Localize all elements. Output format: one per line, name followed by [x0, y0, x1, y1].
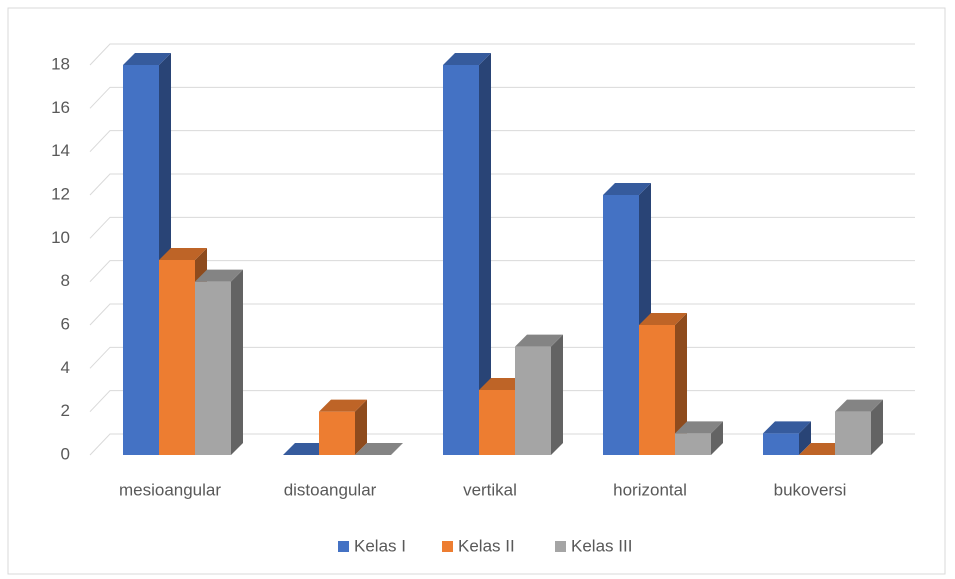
- y-tick-label: 14: [51, 141, 70, 160]
- bar-top: [319, 399, 367, 412]
- bar-top: [355, 443, 403, 455]
- bar-front: [763, 433, 799, 455]
- bar: [515, 334, 563, 455]
- legend-label: Kelas III: [571, 536, 632, 555]
- bar-top: [675, 421, 723, 434]
- bar-side: [551, 334, 563, 455]
- x-tick-label: vertikal: [463, 480, 517, 499]
- legend-swatch: [555, 541, 566, 552]
- bar-top: [195, 269, 243, 282]
- bar-top: [515, 334, 563, 347]
- legend-swatch: [442, 541, 453, 552]
- bar: [319, 399, 367, 455]
- bar-side: [799, 421, 811, 455]
- bar-top: [159, 248, 207, 260]
- y-tick-label: 4: [61, 358, 70, 377]
- bar-side: [675, 313, 687, 455]
- y-tick-label: 12: [51, 184, 70, 203]
- bar-front: [479, 390, 515, 455]
- bar-front: [603, 195, 639, 455]
- bar: [443, 53, 491, 455]
- bar: [355, 443, 403, 455]
- y-tick-label: 6: [61, 314, 70, 333]
- y-tick-label: 18: [51, 54, 70, 73]
- bar-side: [871, 399, 883, 455]
- bar-front: [195, 281, 231, 455]
- bar-top: [639, 313, 687, 325]
- legend-swatch: [338, 541, 349, 552]
- y-tick-label: 8: [61, 271, 70, 290]
- bar: [639, 313, 687, 455]
- x-tick-label: mesioangular: [119, 480, 221, 499]
- bar-front: [319, 411, 355, 455]
- bar-side: [231, 269, 243, 455]
- grid-line: [89, 43, 915, 66]
- bar-front: [675, 433, 711, 455]
- grid-line: [89, 130, 915, 153]
- bar-front: [835, 411, 871, 455]
- bar: [195, 269, 243, 455]
- bar-side: [479, 53, 491, 455]
- grid-line: [89, 173, 915, 196]
- bar-front: [515, 346, 551, 455]
- bar-top: [603, 183, 651, 195]
- legend-label: Kelas II: [458, 536, 515, 555]
- y-tick-label: 16: [51, 98, 70, 117]
- bar-front: [159, 260, 195, 455]
- bar-top: [443, 53, 491, 65]
- bar-front: [639, 325, 675, 455]
- bar-side: [355, 399, 367, 455]
- bar: [675, 421, 723, 455]
- bar: [763, 421, 811, 455]
- grid-line: [89, 86, 915, 109]
- bar-front: [123, 65, 159, 455]
- x-tick-label: horizontal: [613, 480, 687, 499]
- y-tick-label: 0: [61, 444, 70, 463]
- bar-front: [443, 65, 479, 455]
- bar: [835, 399, 883, 455]
- bar-top: [835, 399, 883, 412]
- legend-label: Kelas I: [354, 536, 406, 555]
- bar-top: [123, 53, 171, 65]
- x-tick-label: bukoversi: [774, 480, 847, 499]
- bar-side: [711, 421, 723, 455]
- bar-top: [763, 421, 811, 434]
- y-tick-label: 2: [61, 401, 70, 420]
- y-tick-label: 10: [51, 228, 70, 247]
- x-tick-label: distoangular: [284, 480, 377, 499]
